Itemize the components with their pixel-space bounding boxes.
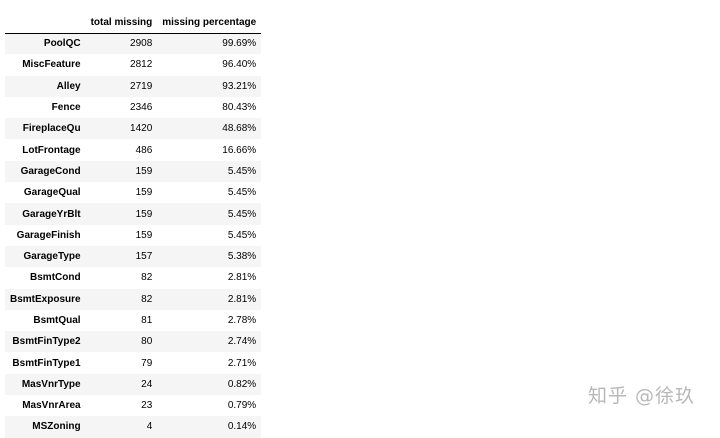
cell: 0.79%	[227, 400, 257, 412]
table-row: FireplaceQu 1420 48.68%	[5, 118, 262, 140]
row-label: Alley	[56, 80, 81, 92]
row-label: GarageQual	[23, 187, 81, 199]
table-row: GarageType 157 5.38%	[5, 245, 262, 268]
row-label: GarageFinish	[16, 229, 81, 241]
row-label: GarageCond	[20, 165, 81, 177]
table-body: PoolQC 2908 99.69% MiscFeature 2812 96.40% All…	[5, 33, 262, 438]
row-label: MasVnrArea	[22, 400, 81, 412]
table-row: BsmtQual 81 2.78%	[5, 310, 261, 331]
cell: 5.38%	[227, 251, 257, 263]
row-label: MasVnrType	[21, 378, 81, 390]
cell: 5.45%	[227, 208, 257, 220]
cell: 96.40%	[222, 59, 257, 71]
cell: 80	[141, 336, 153, 348]
table-row: MSZoning 4 0.14%	[5, 416, 262, 438]
row-label: LotFrontage	[22, 144, 81, 156]
row-label: MSZoning	[32, 421, 81, 433]
table-row: GarageCond 159 5.45%	[5, 160, 262, 183]
row-label: Fence	[51, 102, 81, 114]
cell: 1420	[130, 123, 153, 135]
cell: 2.71%	[227, 357, 257, 369]
table-row: GarageYrBlt 159 5.45%	[5, 203, 262, 225]
cell: 159	[135, 165, 153, 177]
table-row: GarageFinish 159 5.45%	[5, 225, 261, 246]
cell: 2.81%	[227, 293, 257, 305]
cell: 5.45%	[227, 229, 257, 241]
table-row: BsmtFinType2 80 2.74%	[5, 331, 262, 353]
table-row: MasVnrType 24 0.82%	[5, 373, 262, 396]
table-row: Fence 2346 80.43%	[5, 97, 261, 118]
cell: 99.69%	[222, 38, 257, 50]
cell: 4	[146, 421, 153, 433]
cell: 2.81%	[227, 272, 257, 284]
row-label: FireplaceQu	[22, 123, 81, 135]
cell: 79	[141, 357, 153, 369]
cell: 48.68%	[222, 123, 257, 135]
cell: 0.82%	[227, 378, 257, 390]
table-header: total missing missing percentage	[5, 12, 262, 34]
watermark: 知乎 @徐玖	[588, 385, 696, 407]
cell: 80.43%	[222, 102, 257, 114]
column-header: total missing	[85, 12, 158, 34]
row-label: BsmtExposure	[10, 293, 81, 305]
row-label: BsmtCond	[30, 272, 81, 284]
cell: 2908	[130, 38, 153, 50]
row-label: PoolQC	[43, 38, 81, 50]
table-row: LotFrontage 486 16.66%	[5, 139, 261, 160]
column-header: missing percentage	[157, 12, 262, 34]
table-row: MasVnrArea 23 0.79%	[5, 395, 261, 416]
cell: 159	[135, 229, 153, 241]
cell: 486	[135, 144, 153, 156]
cell: 2346	[130, 102, 153, 114]
row-label: BsmtFinType2	[12, 336, 81, 348]
index-header	[5, 12, 86, 34]
table-row: BsmtExposure 82 2.81%	[5, 288, 262, 310]
cell: 93.21%	[222, 80, 257, 92]
cell: 82	[141, 272, 153, 284]
cell: 81	[141, 315, 153, 326]
cell: 16.66%	[222, 144, 257, 156]
cell: 2812	[130, 59, 153, 71]
table-row: BsmtCond 82 2.81%	[5, 267, 261, 288]
cell: 2719	[130, 80, 153, 92]
page: total missing missing percentage PoolQC 2…	[5, 12, 696, 433]
table-row: Alley 2719 93.21%	[5, 75, 262, 97]
table-row: GarageQual 159 5.45%	[5, 182, 261, 203]
cell: 82	[141, 293, 153, 305]
dataframe-table: total missing missing percentage PoolQC 2…	[5, 12, 262, 438]
row-label: BsmtFinType1	[12, 357, 81, 369]
table-row: BsmtFinType1 79 2.71%	[5, 352, 261, 373]
cell: 5.45%	[227, 187, 257, 199]
row-label: BsmtQual	[33, 315, 81, 326]
cell: 24	[141, 378, 153, 390]
row-label: MiscFeature	[22, 59, 81, 71]
row-label: GarageType	[23, 251, 81, 263]
cell: 159	[135, 208, 153, 220]
cell: 23	[141, 400, 153, 412]
cell: 157	[135, 251, 153, 263]
table-row: MiscFeature 2812 96.40%	[5, 54, 261, 75]
cell: 2.74%	[227, 336, 257, 348]
cell: 159	[135, 187, 153, 199]
cell: 2.78%	[227, 315, 257, 326]
cell: 0.14%	[227, 421, 257, 433]
header-row: total missing missing percentage	[5, 12, 262, 34]
table-row: PoolQC 2908 99.69%	[5, 33, 262, 55]
cell: 5.45%	[227, 165, 257, 177]
row-label: GarageYrBlt	[22, 208, 81, 220]
